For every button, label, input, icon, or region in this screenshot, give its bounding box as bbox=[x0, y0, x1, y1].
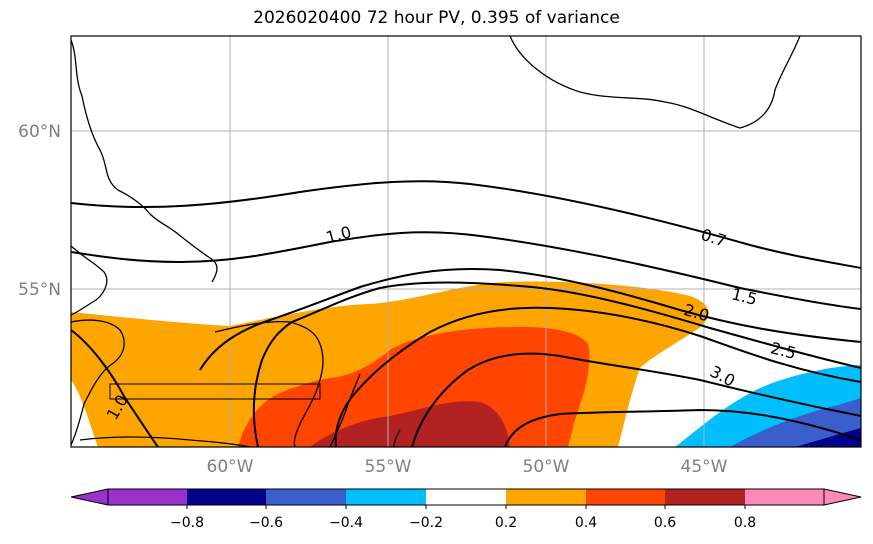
navy-fill bbox=[795, 428, 861, 447]
colorbar-tick: −0.4 bbox=[329, 515, 363, 531]
colorbar: −0.8 −0.6 −0.4 −0.2 0.2 0.4 0.6 0.8 bbox=[70, 488, 862, 531]
colorbar-tick: 0.6 bbox=[654, 515, 676, 531]
lon-label: 45°W bbox=[681, 457, 728, 477]
colorbar-tick: 0.8 bbox=[734, 515, 756, 531]
map-frame bbox=[70, 35, 862, 448]
colorbar-tick: −0.2 bbox=[409, 515, 443, 531]
map-area: 1.0 0.7 1.5 2.0 2.5 3.0 1.0 bbox=[71, 36, 861, 447]
coastlines bbox=[71, 36, 801, 447]
colorbar-extend-low bbox=[70, 488, 109, 506]
contour-label: 1.0 bbox=[324, 222, 354, 247]
colorbar-tick: 0.2 bbox=[495, 515, 517, 531]
contour-label: 1.5 bbox=[730, 284, 759, 309]
lat-label: 60°N bbox=[18, 122, 61, 142]
lon-label: 50°W bbox=[523, 457, 570, 477]
contour-label: 3.0 bbox=[707, 362, 738, 391]
colorbar-extend-high bbox=[823, 488, 862, 506]
colorbar-tick: −0.6 bbox=[249, 515, 283, 531]
colorbar-tick: −0.8 bbox=[170, 515, 204, 531]
contour-label: 0.7 bbox=[699, 225, 729, 251]
colorbar-tick: 0.4 bbox=[575, 515, 597, 531]
lat-label: 55°N bbox=[18, 280, 61, 300]
lat-lon-labels: 60°N 55°N 60°W 55°W 50°W 45°W bbox=[18, 122, 728, 477]
lon-label: 60°W bbox=[207, 457, 254, 477]
graticule bbox=[71, 36, 861, 447]
contour-label: 2.5 bbox=[769, 338, 798, 363]
firebrick-fill bbox=[310, 401, 510, 447]
map-title: 2026020400 72 hour PV, 0.395 of variance bbox=[253, 8, 620, 28]
lon-label: 55°W bbox=[365, 457, 412, 477]
pv-contours bbox=[71, 180, 861, 447]
